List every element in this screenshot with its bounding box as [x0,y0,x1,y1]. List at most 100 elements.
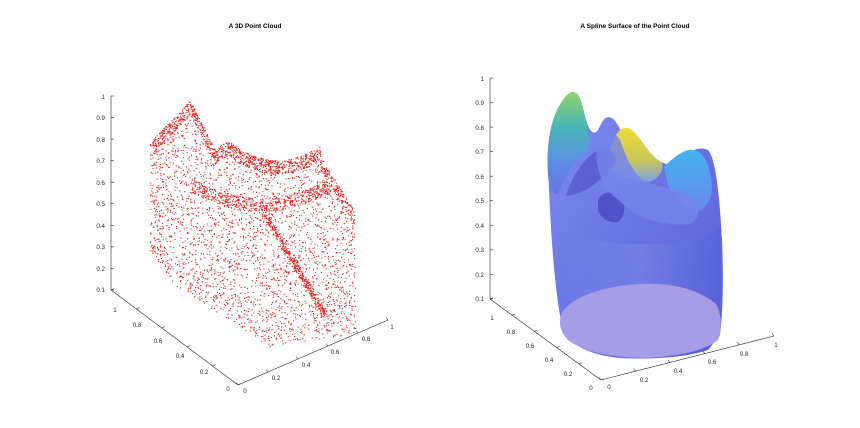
point-marker [210,243,212,245]
point-marker [315,156,317,158]
point-marker [275,160,277,162]
point-marker [315,188,317,190]
point-marker [155,196,157,198]
point-marker [315,330,317,332]
point-marker [312,276,314,278]
point-marker [154,145,156,147]
point-marker [222,292,224,294]
point-marker [177,120,179,122]
point-marker [217,297,219,299]
point-marker [197,119,199,121]
point-marker [196,157,198,159]
point-marker [150,208,152,210]
point-marker [285,250,287,252]
point-marker [276,173,278,175]
point-marker [205,168,207,170]
point-marker [306,281,308,283]
point-marker [334,191,336,193]
point-marker [152,142,154,144]
point-marker [350,244,352,246]
point-marker [347,202,349,204]
point-marker [293,169,295,171]
point-marker [309,306,311,308]
point-marker [214,271,216,273]
point-marker [287,248,289,250]
point-marker [170,275,172,277]
point-marker [185,128,187,130]
point-marker [155,145,157,147]
point-marker [335,185,337,187]
point-marker [273,173,275,175]
point-marker [327,322,329,324]
point-marker [303,223,305,225]
point-marker [276,170,278,172]
point-marker [206,133,208,135]
y-tick-label: 0.4 [545,357,554,364]
point-marker [182,110,184,112]
point-marker [162,216,164,218]
point-marker [259,164,261,166]
point-marker [157,140,159,142]
point-marker [299,277,301,279]
point-marker [167,209,169,211]
point-marker [181,112,183,114]
point-marker [259,168,261,170]
point-marker [285,266,287,268]
point-marker [245,310,247,312]
point-marker [219,156,221,158]
point-marker [285,248,287,250]
point-marker [351,307,353,309]
point-marker [294,199,296,201]
point-marker [215,219,217,221]
point-marker [157,146,159,148]
point-marker [305,153,307,155]
point-marker [268,160,270,162]
point-marker [222,272,224,274]
point-marker [302,167,304,169]
point-marker [226,196,228,198]
point-marker [258,326,260,328]
point-marker [160,250,162,252]
point-marker [184,108,186,110]
point-marker [197,277,199,279]
point-marker [156,208,158,210]
point-marker [281,213,283,215]
point-marker [330,319,332,321]
point-marker [304,192,306,194]
point-marker [324,187,326,189]
point-marker [178,263,180,265]
point-marker [353,295,355,297]
point-marker [202,274,204,276]
point-marker [349,263,351,265]
point-marker [270,171,272,173]
point-marker [246,243,248,245]
point-marker [308,190,310,192]
point-marker [154,247,156,249]
point-marker [152,144,154,146]
point-marker [293,204,295,206]
point-marker [264,293,266,295]
point-marker [232,150,234,152]
point-marker [215,153,217,155]
point-marker [212,299,214,301]
point-marker [275,166,277,168]
point-marker [328,245,330,247]
point-marker [300,278,302,280]
point-marker [162,141,164,143]
tick-mark [325,343,329,347]
point-marker [300,157,302,159]
point-marker [213,148,215,150]
point-marker [232,223,234,225]
point-marker [284,312,286,314]
point-marker [317,300,319,302]
point-marker [192,268,194,270]
point-marker [199,230,201,232]
point-marker [339,307,341,309]
point-marker [231,295,233,297]
point-marker [254,166,256,168]
point-marker [269,288,271,290]
point-marker [164,183,166,185]
point-marker [194,139,196,141]
point-marker [343,313,345,315]
point-marker [209,189,211,191]
